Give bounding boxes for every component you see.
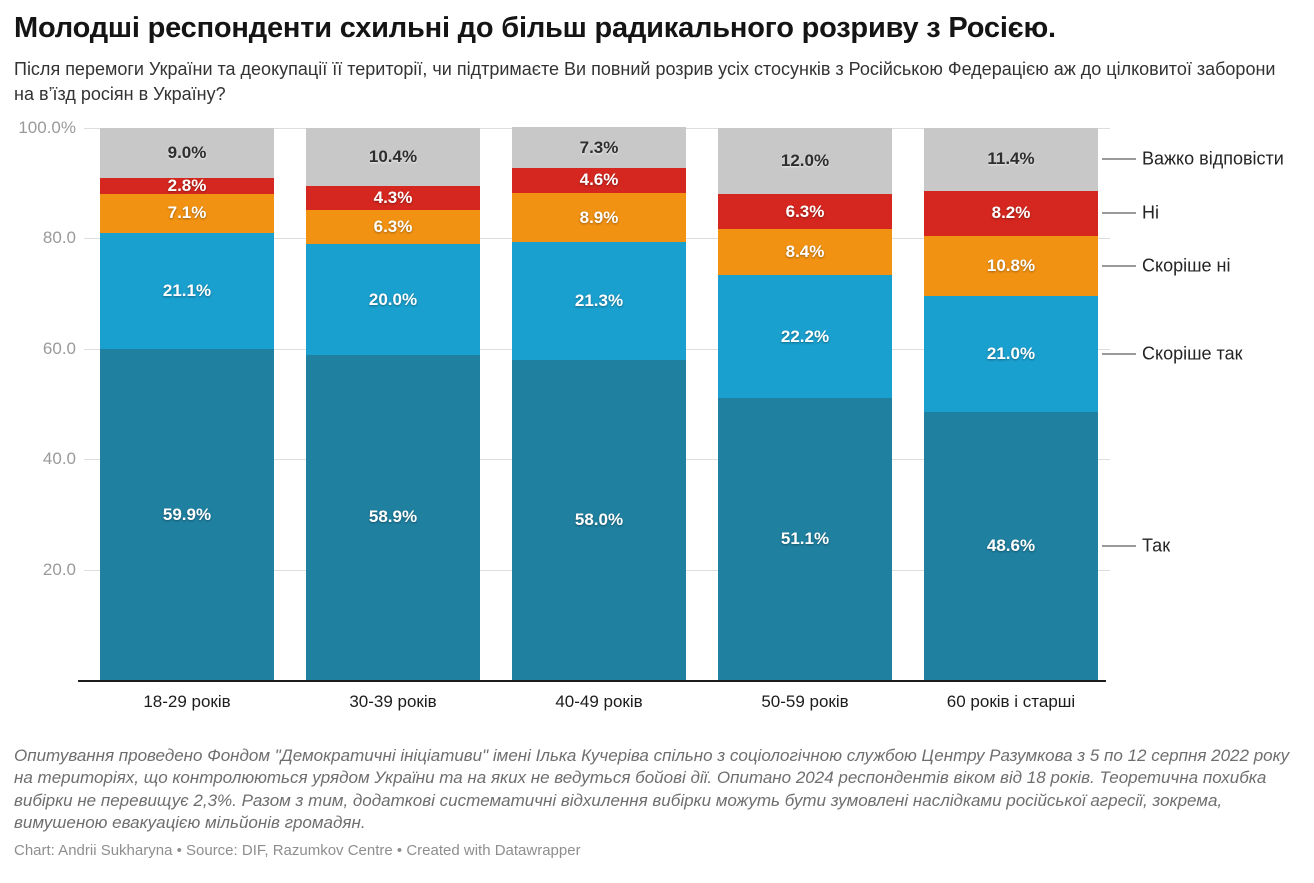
legend-connector-line [1102,158,1136,161]
bar-segment[interactable] [306,209,480,245]
legend-label: Скоріше так [1142,343,1243,364]
bar-segment[interactable] [306,354,480,680]
segment-value-label: 4.6% [579,170,619,190]
bar-segment[interactable] [306,128,480,186]
segment-value-label: 21.0% [986,343,1036,363]
segment-value-label: 7.3% [579,137,619,157]
y-axis-tick-label: 100.0% [18,117,76,137]
legend-label: Ні [1142,202,1159,223]
segment-value-label: 6.3% [373,216,413,236]
chart-credit: Chart: Andrii Sukharyna • Source: DIF, R… [14,841,581,859]
legend-connector-line [1102,544,1136,547]
y-axis-tick-label: 20.0 [42,559,76,579]
bar-segment[interactable] [718,397,892,680]
stacked-bar-chart: 100.0% 80.0 60.0 40.0 20.0 59.9% 21.1% 7.1% 2.8%… [0,117,1314,725]
x-axis-category-label: 30-39 років [349,691,437,711]
segment-value-label: 22.2% [780,326,830,346]
legend-connector-line [1102,352,1136,355]
bar-segment[interactable] [718,228,892,276]
segment-value-label: 8.4% [785,242,825,262]
legend-connector-line [1102,212,1136,215]
bar-segment[interactable] [512,242,686,360]
bar-segment[interactable] [100,128,274,179]
segment-value-label: 7.1% [167,203,207,223]
y-axis-tick-label: 40.0 [42,449,76,469]
bar-segment[interactable] [924,236,1098,296]
x-axis-category-label: 40-49 років [555,691,643,711]
bar-segment[interactable] [306,185,480,210]
y-axis-tick-label: 80.0 [42,228,76,248]
segment-value-label: 4.3% [373,187,413,207]
x-axis-baseline [78,679,1106,682]
segment-value-label: 8.2% [991,203,1031,223]
bar-segment[interactable] [718,194,892,229]
bar-segment[interactable] [924,127,1098,191]
bar-segment[interactable] [718,127,892,195]
segment-value-label: 10.8% [986,255,1036,275]
chart-title: Молодші респонденти схильні до більш рад… [14,12,1056,44]
segment-value-label: 48.6% [986,535,1036,555]
bar-segment[interactable] [512,359,686,680]
bar-segment[interactable] [306,244,480,355]
bar-segment[interactable] [512,167,686,194]
legend-label: Важко відповісти [1142,148,1284,169]
bar-segment[interactable] [512,127,686,168]
segment-value-label: 6.3% [785,201,825,221]
segment-value-label: 2.8% [167,175,207,195]
segment-value-label: 12.0% [780,151,830,171]
x-axis-category-label: 60 років і старші [946,691,1076,711]
bar-segment[interactable] [100,178,274,194]
chart-subtitle: Після перемоги України та деокупації її … [14,59,1276,105]
bar-segment[interactable] [100,349,274,680]
segment-value-label: 58.0% [574,509,624,529]
segment-value-label: 59.9% [162,504,212,524]
segment-value-label: 21.3% [574,290,624,310]
x-axis-category-label: 50-59 років [761,691,849,711]
bar-segment[interactable] [924,411,1098,680]
x-axis-category-label: 18-29 років [143,691,231,711]
bar-segment[interactable] [924,295,1098,412]
legend-connector-line [1102,264,1136,267]
segment-value-label: 9.0% [167,143,207,163]
segment-value-label: 11.4% [987,149,1035,169]
bar-segment[interactable] [100,193,274,233]
segment-value-label: 10.4% [368,147,418,167]
bar-segment[interactable] [100,232,274,350]
chart-header: Молодші респонденти схильні до більш рад… [0,0,1314,107]
bar-segment[interactable] [718,275,892,398]
bar-segment[interactable] [512,193,686,243]
legend-label: Так [1142,535,1171,556]
segment-value-label: 8.9% [579,207,619,227]
bar-segment[interactable] [924,190,1098,237]
chart-notes: Опитування проведено Фондом "Демократичн… [14,745,1290,833]
segment-value-label: 51.1% [780,528,830,548]
legend-label: Скоріше ні [1142,255,1231,276]
y-axis-tick-label: 60.0 [42,338,76,358]
segment-value-label: 20.0% [368,289,418,309]
segment-value-label: 21.1% [162,281,212,301]
segment-value-label: 58.9% [368,507,418,527]
